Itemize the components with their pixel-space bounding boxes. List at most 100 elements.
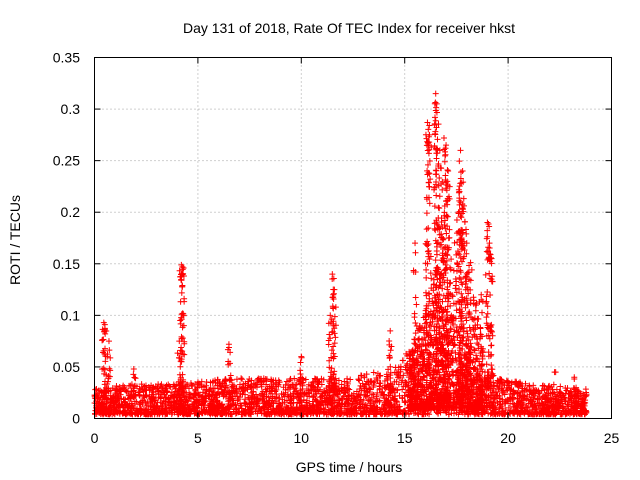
data-point — [106, 347, 113, 354]
data-point — [438, 361, 445, 368]
data-point — [269, 399, 276, 406]
data-point — [447, 302, 454, 309]
data-point — [495, 410, 502, 417]
data-point — [466, 262, 473, 269]
data-point — [571, 399, 578, 406]
data-point — [462, 280, 469, 287]
data-point — [430, 287, 437, 294]
data-point — [343, 401, 350, 408]
data-point — [440, 235, 447, 242]
data-point — [331, 408, 338, 415]
data-point — [181, 351, 188, 358]
data-point — [363, 404, 370, 411]
data-point — [478, 309, 485, 316]
data-point — [102, 358, 109, 365]
data-point — [406, 387, 413, 394]
data-point — [227, 349, 234, 356]
data-point — [357, 392, 364, 399]
data-point — [435, 296, 442, 303]
data-point — [583, 391, 590, 398]
data-point — [424, 119, 431, 126]
data-point — [356, 398, 363, 405]
data-point — [239, 376, 246, 383]
data-point — [423, 381, 430, 388]
data-point — [533, 410, 540, 417]
data-point — [177, 376, 184, 383]
data-point — [446, 195, 453, 202]
data-point — [151, 402, 158, 409]
data-point — [419, 368, 426, 375]
data-point — [498, 378, 505, 385]
data-point — [399, 357, 406, 364]
data-point — [414, 379, 421, 386]
data-point — [426, 131, 433, 138]
data-point — [412, 320, 419, 327]
data-point — [344, 380, 351, 387]
data-point — [376, 397, 383, 404]
data-point — [331, 313, 338, 320]
data-point — [246, 399, 253, 406]
data-point — [341, 378, 348, 385]
data-point — [459, 383, 466, 390]
data-point — [361, 407, 368, 414]
data-point — [308, 382, 315, 389]
data-point — [458, 169, 465, 176]
data-point — [229, 383, 236, 390]
data-point — [373, 374, 380, 381]
data-point — [486, 270, 493, 277]
data-point — [279, 400, 286, 407]
data-point — [438, 333, 445, 340]
data-point — [331, 353, 338, 360]
data-point — [459, 205, 466, 212]
data-point — [347, 376, 354, 383]
data-point — [471, 402, 478, 409]
data-point — [439, 298, 446, 305]
data-point — [441, 400, 448, 407]
data-point — [447, 383, 454, 390]
data-point — [163, 394, 170, 401]
data-point — [408, 369, 415, 376]
data-point — [494, 382, 501, 389]
data-point — [477, 366, 484, 373]
data-point — [502, 410, 509, 417]
data-point — [107, 354, 114, 361]
data-point — [441, 222, 448, 229]
data-point — [326, 331, 333, 338]
data-point — [373, 393, 380, 400]
data-point — [387, 369, 394, 376]
data-point — [225, 341, 232, 348]
data-point — [557, 383, 564, 390]
data-point — [450, 267, 457, 274]
data-point — [484, 219, 491, 226]
data-point — [218, 386, 225, 393]
data-point — [518, 404, 525, 411]
data-point — [320, 405, 327, 412]
data-point — [523, 387, 530, 394]
data-point — [456, 339, 463, 346]
data-point — [376, 372, 383, 379]
data-point — [546, 410, 553, 417]
data-point — [382, 406, 389, 413]
data-point — [467, 277, 474, 284]
data-point — [100, 393, 107, 400]
data-point — [486, 335, 493, 342]
data-point — [436, 275, 443, 282]
data-point — [383, 373, 390, 380]
data-point — [444, 178, 451, 185]
data-point — [467, 357, 474, 364]
data-point — [273, 380, 280, 387]
data-point — [435, 266, 442, 273]
data-point — [318, 375, 325, 382]
data-point — [467, 259, 474, 266]
data-point — [260, 393, 267, 400]
data-point — [449, 292, 456, 299]
data-point — [376, 383, 383, 390]
data-point — [336, 400, 343, 407]
data-point — [452, 275, 459, 282]
data-point — [131, 392, 138, 399]
data-point — [422, 289, 429, 296]
data-point — [463, 250, 470, 257]
data-point — [504, 386, 511, 393]
data-point — [487, 404, 494, 411]
data-point — [429, 403, 436, 410]
